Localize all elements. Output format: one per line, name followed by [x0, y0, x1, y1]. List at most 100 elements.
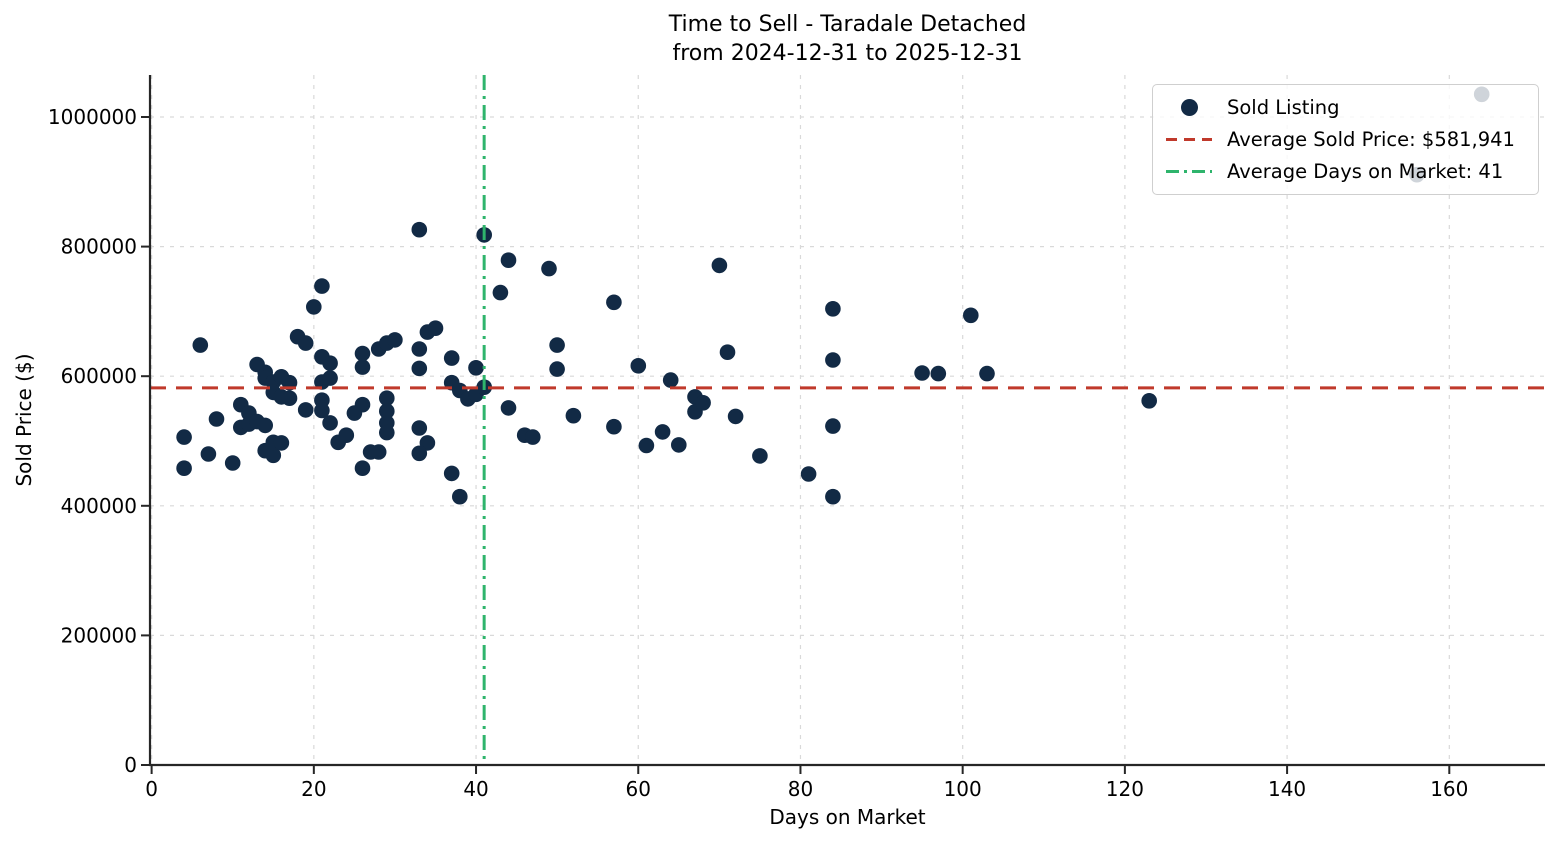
data-point: [825, 488, 841, 505]
y-tick-label: 1000000: [48, 105, 137, 129]
data-point: [411, 445, 428, 462]
avg-days-dashdot-line-icon: [1166, 170, 1212, 173]
data-point: [322, 355, 338, 372]
data-point: [257, 417, 274, 434]
data-point: [825, 352, 841, 368]
data-point: [1141, 393, 1157, 409]
data-point: [452, 488, 468, 505]
data-point: [963, 307, 979, 324]
x-tick-label: 140: [1268, 777, 1306, 801]
data-point: [606, 294, 622, 311]
y-tick-label: 600000: [61, 364, 137, 388]
data-point: [443, 465, 460, 482]
data-point: [297, 335, 314, 351]
data-point: [370, 444, 387, 460]
chart-title-line2: from 2024-12-31 to 2025-12-31: [672, 41, 1023, 66]
data-point: [411, 420, 428, 436]
data-point: [354, 396, 371, 413]
data-point: [354, 345, 371, 362]
data-point: [606, 418, 622, 435]
x-axis-label: Days on Market: [769, 805, 926, 829]
data-point: [176, 429, 192, 445]
data-point: [224, 455, 241, 471]
data-point: [638, 437, 655, 454]
y-axis-label: Sold Price ($): [12, 353, 36, 487]
legend-label-sold-listing: Sold Listing: [1227, 96, 1340, 119]
data-point: [695, 395, 711, 411]
data-point: [825, 301, 841, 317]
x-tick-label: 20: [301, 777, 326, 801]
data-point: [654, 424, 671, 440]
data-point: [379, 403, 395, 420]
data-point: [176, 460, 192, 477]
data-point: [930, 365, 947, 382]
data-point: [314, 402, 330, 419]
data-point: [354, 460, 371, 477]
avg-days-marker-cell: [1163, 170, 1215, 173]
data-point: [525, 429, 541, 445]
data-point: [500, 400, 517, 416]
y-tick-label: 400000: [61, 494, 137, 518]
data-point: [468, 360, 484, 376]
chart-title-line1: Time to Sell - Taradale Detached: [668, 12, 1027, 37]
legend-item-sold-listing: Sold Listing: [1163, 92, 1528, 123]
data-point: [387, 332, 403, 348]
legend-label-average-days: Average Days on Market: 41: [1227, 160, 1504, 183]
data-point: [443, 350, 460, 366]
data-point: [322, 370, 338, 386]
data-point: [411, 341, 428, 357]
data-point: [671, 437, 687, 453]
avg-price-dashed-line-icon: [1166, 138, 1212, 141]
legend: Sold Listing Average Sold Price: $581,94…: [1152, 84, 1539, 195]
x-tick-label: 80: [788, 777, 813, 801]
data-point: [338, 427, 355, 444]
data-point: [914, 365, 930, 381]
data-point: [500, 252, 517, 268]
data-point: [825, 418, 841, 434]
x-tick-label: 120: [1106, 777, 1144, 801]
data-point: [306, 299, 322, 315]
data-point: [379, 424, 395, 441]
avg-price-marker-cell: [1163, 138, 1215, 141]
data-point: [427, 320, 444, 337]
x-tick-label: 100: [944, 777, 982, 801]
data-point: [411, 360, 428, 377]
data-point: [281, 390, 298, 407]
legend-label-average-sold-price: Average Sold Price: $581,941: [1227, 128, 1515, 151]
y-tick-label: 0: [124, 753, 137, 777]
data-point: [379, 390, 395, 407]
legend-item-average-sold-price: Average Sold Price: $581,941: [1163, 124, 1528, 155]
data-point: [200, 446, 217, 462]
data-point: [719, 344, 736, 361]
data-point: [800, 466, 817, 482]
x-tick-label: 40: [463, 777, 488, 801]
data-point: [411, 221, 428, 238]
data-point: [549, 361, 565, 377]
data-point: [979, 365, 995, 382]
x-tick-label: 0: [145, 777, 158, 801]
data-point: [565, 407, 582, 424]
sold-listing-dot-icon: [1180, 99, 1198, 116]
data-point: [297, 402, 314, 418]
data-point: [711, 257, 728, 274]
x-tick-label: 160: [1430, 777, 1468, 801]
data-point: [314, 278, 330, 294]
data-point: [727, 408, 744, 425]
data-point: [549, 337, 565, 353]
data-point: [630, 358, 647, 374]
data-point: [662, 372, 679, 388]
x-tick-label: 60: [626, 777, 651, 801]
data-point: [354, 359, 371, 375]
data-point: [265, 447, 282, 464]
data-point: [541, 260, 557, 277]
data-point: [322, 415, 338, 431]
sold-listing-marker-cell: [1163, 99, 1215, 116]
data-point: [752, 448, 768, 464]
data-point: [273, 435, 290, 451]
data-point: [192, 337, 209, 353]
legend-item-average-days: Average Days on Market: 41: [1163, 156, 1528, 187]
data-point: [492, 284, 509, 301]
y-tick-label: 800000: [61, 235, 137, 259]
chart-title: Time to Sell - Taradale Detached from 20…: [150, 10, 1545, 68]
